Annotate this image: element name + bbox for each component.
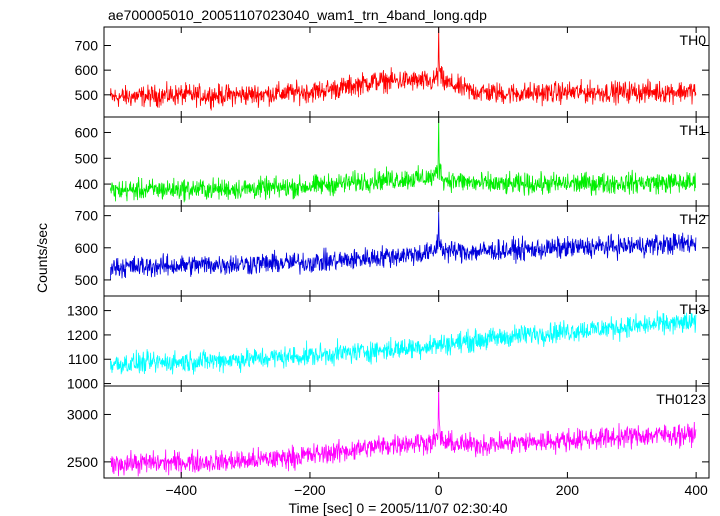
y-tick-label: 600: [75, 124, 99, 140]
chart-title: ae700005010_20051107023040_wam1_trn_4ban…: [108, 7, 487, 23]
panel-label-th0123: TH0123: [656, 391, 706, 407]
y-tick-label: 3000: [67, 406, 98, 422]
y-tick-label: 2500: [67, 454, 98, 470]
panel-th1: 400 500 600 TH1: [75, 116, 710, 207]
x-axis-label: Time [sec] 0 = 2005/11/07 02:30:40: [288, 500, 507, 516]
panel-th0123: 2500 3000 TH0123: [67, 385, 710, 479]
x-tick-label: −200: [294, 482, 326, 498]
y-tick-label: 1100: [68, 351, 98, 367]
panels-layer: 500 600 700 TH0 400 500 600 TH1 500 600 700 TH2 1000…: [67, 26, 710, 498]
y-tick-label: 400: [75, 176, 99, 192]
panel-frame: [103, 116, 710, 207]
panel-th0: 500 600 700 TH0: [75, 26, 710, 118]
y-axis-label: Counts/sec: [34, 223, 50, 293]
panel-frame: [103, 26, 710, 118]
y-tick-label: 600: [75, 62, 99, 78]
panel-th3: 1000 1100 1200 1300 TH3: [67, 295, 710, 392]
series-line-th3: [110, 310, 697, 375]
y-tick-label: 1000: [67, 376, 98, 392]
x-tick-label: 0: [435, 482, 443, 498]
panel-frame: [103, 385, 710, 479]
x-tick-label: −400: [165, 482, 197, 498]
y-tick-label: 600: [75, 240, 99, 256]
panel-label-th3: TH3: [680, 301, 707, 317]
series-line-th2: [110, 211, 697, 280]
panel-frame: [103, 295, 710, 387]
y-tick-label: 500: [75, 150, 99, 166]
x-tick-label: 200: [556, 482, 580, 498]
panel-th2: 500 600 700 TH2: [75, 205, 710, 297]
panel-label-th1: TH1: [680, 122, 707, 138]
y-tick-label: 500: [75, 87, 99, 103]
x-tick-label: 400: [684, 482, 708, 498]
y-tick-label: 1200: [67, 327, 98, 343]
y-tick-label: 1300: [67, 303, 98, 319]
panel-label-th0: TH0: [680, 32, 707, 48]
panel-label-th2: TH2: [680, 211, 707, 227]
y-tick-label: 500: [75, 272, 99, 288]
series-line-th0123: [110, 385, 697, 477]
y-tick-label: 700: [75, 37, 99, 53]
series-line-th1: [110, 116, 696, 203]
y-tick-label: 700: [75, 208, 99, 224]
series-line-th0: [110, 26, 697, 111]
